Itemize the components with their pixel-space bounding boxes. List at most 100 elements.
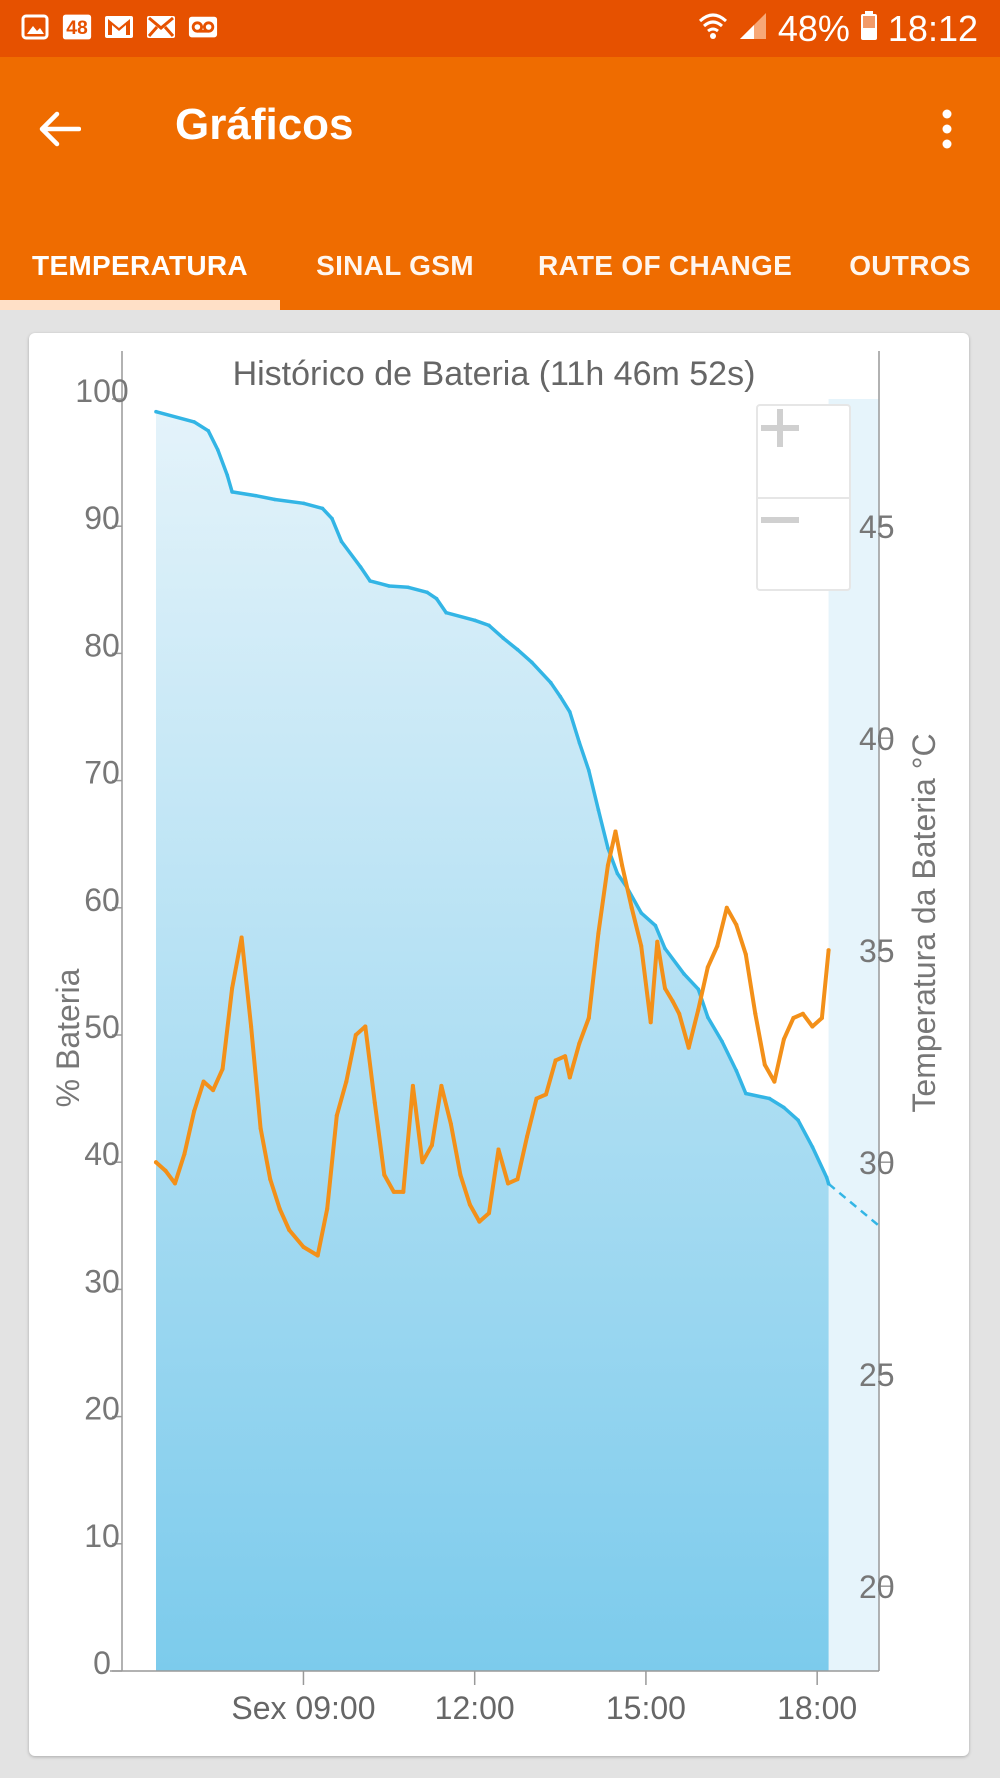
battery-point xyxy=(596,808,601,812)
temperature-point xyxy=(467,1202,472,1207)
battery-point xyxy=(472,618,477,623)
battery-point xyxy=(225,473,230,478)
temperature-point xyxy=(325,1206,330,1211)
battery-point xyxy=(653,923,658,928)
temperature-point xyxy=(819,1016,824,1020)
zoom-out-button[interactable] xyxy=(758,498,849,589)
temperature-point xyxy=(496,1147,501,1152)
temperature-point xyxy=(382,1172,387,1177)
temperature-point xyxy=(154,1160,158,1165)
battery-point xyxy=(206,429,211,433)
temperature-point xyxy=(772,1079,777,1084)
battery-point xyxy=(254,493,258,498)
temperature-point xyxy=(800,1011,805,1016)
battery-point xyxy=(734,1068,739,1073)
temperature-point xyxy=(577,1041,582,1046)
temperature-point xyxy=(781,1037,786,1042)
temperature-point xyxy=(439,1083,444,1088)
battery-point xyxy=(406,585,410,590)
overflow-menu-button[interactable] xyxy=(922,99,972,159)
temperature-point xyxy=(639,944,644,948)
zoom-controls xyxy=(756,404,851,591)
battery-point xyxy=(696,987,701,991)
left-tick-label: 20 xyxy=(84,1391,120,1427)
battery-history-chart[interactable]: 0 10 20 30 40 50 60 70 80 90 100 20 25 30 35 40 45 Sex 09… xyxy=(29,333,969,1756)
battery-point xyxy=(358,565,363,569)
battery-point xyxy=(587,768,591,773)
temperature-point xyxy=(663,986,667,991)
battery-point xyxy=(530,660,534,665)
temperature-point xyxy=(211,1088,216,1093)
temperature-point xyxy=(173,1181,177,1186)
tab-temperatura[interactable]: TEMPERATURA xyxy=(32,249,248,281)
temperature-point xyxy=(515,1177,520,1182)
temperature-point xyxy=(239,935,244,940)
battery-point xyxy=(434,596,439,601)
zoom-in-button[interactable] xyxy=(758,406,849,499)
right-axis-label: Temperatura da Bateria °C xyxy=(906,733,942,1112)
temperature-point xyxy=(791,1016,796,1020)
temperature-point xyxy=(544,1092,548,1097)
temperature-point xyxy=(534,1096,539,1101)
temperature-point xyxy=(553,1058,558,1063)
status-bar: 48 48% 18:12 xyxy=(0,0,1000,57)
gmail-icon xyxy=(104,12,134,42)
battery-point xyxy=(577,740,582,745)
badge-48-icon: 48 xyxy=(62,12,92,42)
temperature-point xyxy=(605,863,610,868)
x-tick-label: 12:00 xyxy=(435,1690,515,1726)
tab-sinal-gsm[interactable]: SINAL GSM xyxy=(316,249,474,281)
battery-point xyxy=(230,490,234,494)
tab-rate-of-change[interactable]: RATE OF CHANGE xyxy=(537,249,793,281)
battery-point xyxy=(387,584,391,588)
battery-point xyxy=(444,610,449,615)
temperature-point xyxy=(677,1011,682,1016)
battery-point xyxy=(810,1145,815,1149)
temperature-point xyxy=(315,1253,320,1258)
battery-point xyxy=(501,636,506,640)
app-bar: Gráficos TEMPERATURA SINAL GSM RATE OF C… xyxy=(0,57,1000,310)
right-tick-label: 30 xyxy=(859,1145,895,1181)
right-tick-label: 20 xyxy=(859,1569,895,1605)
battery-point xyxy=(368,579,372,583)
temperature-point xyxy=(410,1083,415,1088)
battery-point xyxy=(782,1105,786,1110)
wifi-icon xyxy=(698,8,728,50)
battery-point xyxy=(568,710,572,714)
page-title: Gráficos xyxy=(175,100,354,149)
temperature-point xyxy=(596,931,601,936)
x-tick-label: Sex 09:00 xyxy=(231,1690,375,1726)
battery-point xyxy=(824,1175,829,1180)
temperature-point xyxy=(620,863,625,868)
left-axis-label: % Bateria xyxy=(50,968,86,1107)
temperature-point xyxy=(705,965,710,970)
temperature-point xyxy=(487,1211,491,1216)
battery-point xyxy=(154,409,158,414)
temperature-point xyxy=(230,986,235,991)
temperature-point xyxy=(201,1079,206,1084)
temperature-point xyxy=(613,829,618,834)
battery-area xyxy=(156,411,829,1672)
temperature-point xyxy=(458,1172,463,1177)
tab-outros[interactable]: OUTROS xyxy=(849,249,971,281)
back-button[interactable] xyxy=(30,99,90,159)
right-tick-label: 35 xyxy=(859,933,895,969)
temperature-point xyxy=(567,1075,572,1080)
temperature-point xyxy=(391,1189,396,1194)
battery-point xyxy=(744,1091,748,1096)
temperature-point xyxy=(696,1007,701,1012)
temperature-point xyxy=(287,1228,292,1232)
temperature-point xyxy=(670,999,675,1004)
battery-point xyxy=(216,448,220,452)
temperature-point xyxy=(372,1100,377,1105)
temperature-point xyxy=(734,922,739,927)
temperature-point xyxy=(182,1151,187,1156)
battery-point xyxy=(339,539,344,544)
gallery-icon xyxy=(20,12,50,42)
left-tick-label: 90 xyxy=(84,500,120,536)
temperature-point xyxy=(249,1024,254,1029)
temperature-point xyxy=(163,1168,168,1173)
battery-point xyxy=(606,846,610,850)
battery-point xyxy=(487,623,491,628)
right-tick-label: 40 xyxy=(859,721,895,757)
